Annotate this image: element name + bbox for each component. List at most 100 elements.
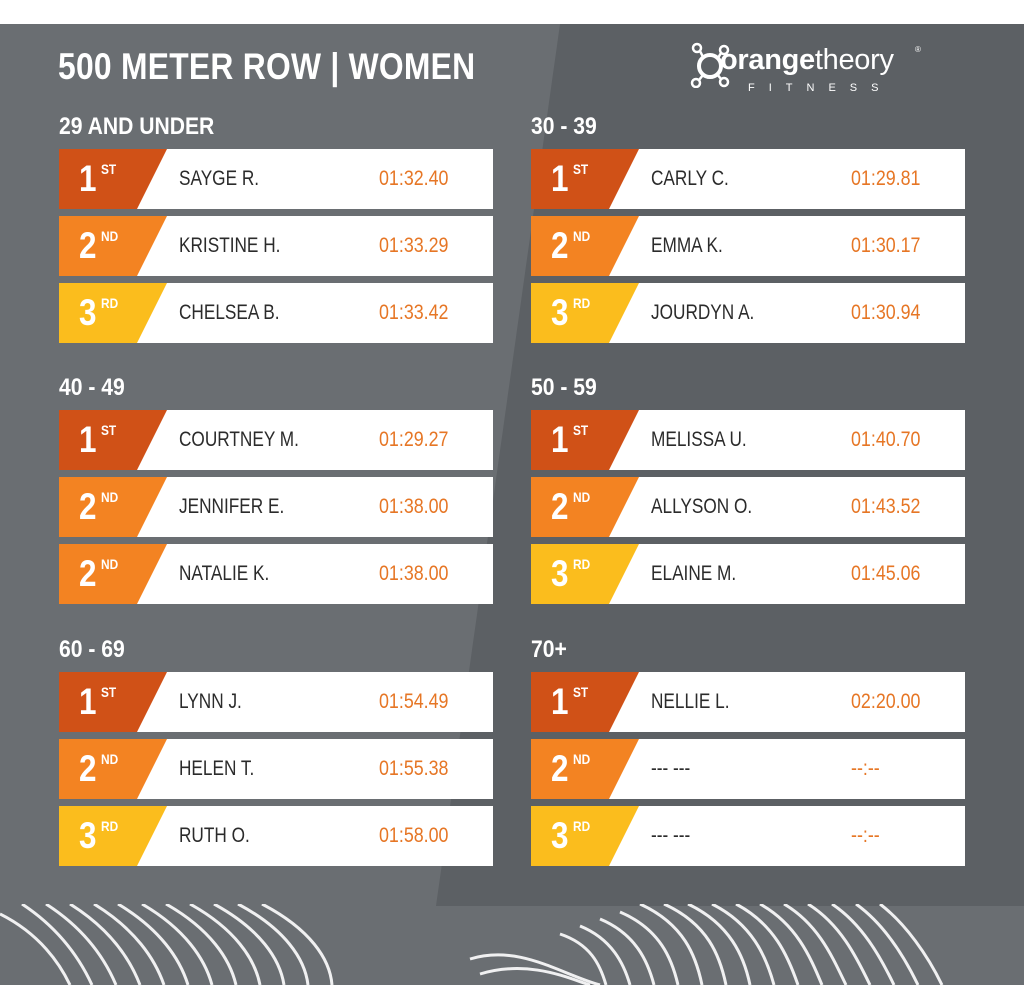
place-badge: 2 ND xyxy=(531,477,639,537)
leaderboard-board: 500 METER ROW | WOMEN orangetheory ® FIT… xyxy=(0,24,1024,985)
place-suffix: ND xyxy=(101,751,119,767)
place-suffix: ST xyxy=(101,161,117,177)
age-group-30-39: 30 - 39 1 ST CARLY C. 01:29.81 2 ND EMMA K. 01:3… xyxy=(531,112,965,343)
place-number: 3 xyxy=(79,292,97,333)
decorative-wave-lines xyxy=(0,904,944,985)
place-number: 1 xyxy=(79,158,97,199)
row-time: 01:40.70 xyxy=(851,428,921,451)
place-suffix: RD xyxy=(573,556,591,572)
athlete-name: JOURDYN A. xyxy=(651,301,755,324)
athlete-name: LYNN J. xyxy=(179,690,242,713)
logo-word-bold: orange xyxy=(720,44,815,76)
orangetheory-logo: orangetheory ® FITNESS xyxy=(690,36,930,98)
place-badge: 2 ND xyxy=(531,739,639,799)
row-time: 01:58.00 xyxy=(379,824,449,847)
place-number: 2 xyxy=(79,748,97,789)
place-badge: 2 ND xyxy=(531,216,639,276)
place-number: 1 xyxy=(551,681,569,722)
row-time: 01:38.00 xyxy=(379,562,449,585)
athlete-name: RUTH O. xyxy=(179,824,250,847)
place-number: 2 xyxy=(79,553,97,594)
row-time: 01:43.52 xyxy=(851,495,921,518)
result-row: 2 ND EMMA K. 01:30.17 xyxy=(531,216,965,276)
logo-subtitle: FITNESS xyxy=(748,82,893,94)
athlete-name: JENNIFER E. xyxy=(179,495,285,518)
age-group-60-69: 60 - 69 1 ST LYNN J. 01:54.49 2 ND HELEN T. 01:5… xyxy=(59,635,493,866)
result-row: 3 RD --- --- --:-- xyxy=(531,806,965,866)
row-time: 01:29.81 xyxy=(851,167,921,190)
page-title: 500 METER ROW | WOMEN xyxy=(58,46,476,87)
place-number: 1 xyxy=(79,681,97,722)
place-badge: 1 ST xyxy=(59,410,167,470)
place-number: 2 xyxy=(551,748,569,789)
place-suffix: ST xyxy=(573,161,589,177)
result-row: 3 RD CHELSEA B. 01:33.42 xyxy=(59,283,493,343)
row-time: 01:32.40 xyxy=(379,167,449,190)
place-suffix: ST xyxy=(101,422,117,438)
athlete-name: ELAINE M. xyxy=(651,562,737,585)
athlete-name: KRISTINE H. xyxy=(179,234,281,257)
place-badge: 3 RD xyxy=(531,544,639,604)
place-number: 3 xyxy=(551,292,569,333)
result-row: 1 ST CARLY C. 01:29.81 xyxy=(531,149,965,209)
place-suffix: ND xyxy=(573,489,591,505)
place-suffix: ST xyxy=(573,684,589,700)
row-time: 01:55.38 xyxy=(379,757,449,780)
place-suffix: ND xyxy=(101,489,119,505)
place-suffix: ST xyxy=(101,684,117,700)
result-list: 1 ST CARLY C. 01:29.81 2 ND EMMA K. 01:30.17 3 RD… xyxy=(531,149,965,343)
result-row: 1 ST NELLIE L. 02:20.00 xyxy=(531,672,965,732)
age-group-label: 60 - 69 xyxy=(59,636,125,663)
result-row: 1 ST MELISSA U. 01:40.70 xyxy=(531,410,965,470)
place-badge: 3 RD xyxy=(531,806,639,866)
row-time: --:-- xyxy=(851,757,880,780)
row-time: --:-- xyxy=(851,824,880,847)
result-list: 1 ST COURTNEY M. 01:29.27 2 ND JENNIFER E. 01:3… xyxy=(59,410,493,604)
place-number: 3 xyxy=(551,553,569,594)
result-row: 1 ST SAYGE R. 01:32.40 xyxy=(59,149,493,209)
result-row: 2 ND NATALIE K. 01:38.00 xyxy=(59,544,493,604)
place-suffix: RD xyxy=(101,818,119,834)
row-time: 01:29.27 xyxy=(379,428,449,451)
athlete-name: EMMA K. xyxy=(651,234,723,257)
age-group-label: 50 - 59 xyxy=(531,374,597,401)
place-number: 2 xyxy=(79,486,97,527)
place-number: 1 xyxy=(79,419,97,460)
place-badge: 3 RD xyxy=(531,283,639,343)
age-group-label: 70+ xyxy=(531,636,567,663)
age-group-70-plus: 70+ 1 ST NELLIE L. 02:20.00 2 ND --- --- --:-- 3 R… xyxy=(531,635,965,866)
place-badge: 2 ND xyxy=(59,739,167,799)
age-group-label: 29 AND UNDER xyxy=(59,113,215,140)
athlete-name: COURTNEY M. xyxy=(179,428,299,451)
place-badge: 1 ST xyxy=(531,672,639,732)
place-badge: 1 ST xyxy=(531,149,639,209)
age-group-50-59: 50 - 59 1 ST MELISSA U. 01:40.70 2 ND ALLYSON O… xyxy=(531,373,965,604)
place-number: 3 xyxy=(551,815,569,856)
place-suffix: ND xyxy=(101,228,119,244)
result-row: 3 RD ELAINE M. 01:45.06 xyxy=(531,544,965,604)
result-row: 2 ND ALLYSON O. 01:43.52 xyxy=(531,477,965,537)
result-list: 1 ST LYNN J. 01:54.49 2 ND HELEN T. 01:55.38 3 RD… xyxy=(59,672,493,866)
result-list: 1 ST MELISSA U. 01:40.70 2 ND ALLYSON O. 01:43.… xyxy=(531,410,965,604)
row-time: 01:54.49 xyxy=(379,690,449,713)
place-number: 2 xyxy=(551,225,569,266)
place-badge: 2 ND xyxy=(59,544,167,604)
result-row: 1 ST COURTNEY M. 01:29.27 xyxy=(59,410,493,470)
place-suffix: ND xyxy=(573,751,591,767)
row-time: 01:30.17 xyxy=(851,234,921,257)
place-suffix: ND xyxy=(573,228,591,244)
row-time: 01:33.42 xyxy=(379,301,449,324)
place-suffix: RD xyxy=(573,818,591,834)
row-time: 01:30.94 xyxy=(851,301,921,324)
place-badge: 1 ST xyxy=(59,149,167,209)
result-list: 1 ST NELLIE L. 02:20.00 2 ND --- --- --:-- 3 RD --… xyxy=(531,672,965,866)
logo-wordmark: orangetheory xyxy=(720,44,894,77)
place-badge: 3 RD xyxy=(59,806,167,866)
row-time: 01:38.00 xyxy=(379,495,449,518)
athlete-name: NELLIE L. xyxy=(651,690,730,713)
place-badge: 1 ST xyxy=(59,672,167,732)
result-row: 3 RD RUTH O. 01:58.00 xyxy=(59,806,493,866)
age-group-29-and-under: 29 AND UNDER 1 ST SAYGE R. 01:32.40 2 ND KRISTI… xyxy=(59,112,493,343)
result-row: 2 ND --- --- --:-- xyxy=(531,739,965,799)
result-row: 2 ND HELEN T. 01:55.38 xyxy=(59,739,493,799)
